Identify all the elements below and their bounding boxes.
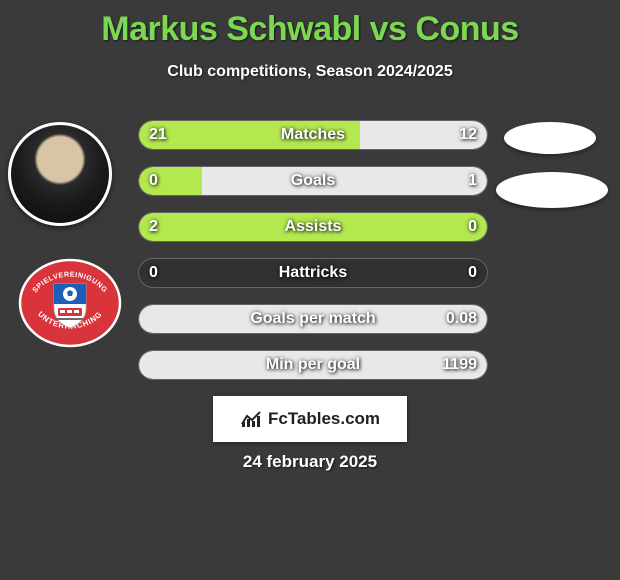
chart-icon	[240, 410, 262, 428]
stat-row-goals-per-match: Goals per match 0.08	[138, 304, 488, 334]
branding-text: FcTables.com	[268, 409, 380, 429]
comparison-date: 24 february 2025	[0, 452, 620, 472]
stat-value-right: 12	[459, 121, 477, 149]
stat-label: Min per goal	[139, 351, 487, 379]
stat-row-assists: 2 Assists 0	[138, 212, 488, 242]
stats-container: 21 Matches 12 0 Goals 1 2 Assists 0 0 Ha…	[138, 120, 488, 396]
stat-label: Hattricks	[139, 259, 487, 287]
stat-value-right: 0	[468, 213, 477, 241]
stat-label: Matches	[139, 121, 487, 149]
stat-label: Assists	[139, 213, 487, 241]
stat-row-matches: 21 Matches 12	[138, 120, 488, 150]
stat-value-right: 1	[468, 167, 477, 195]
stat-label: Goals	[139, 167, 487, 195]
stat-row-min-per-goal: Min per goal 1199	[138, 350, 488, 380]
branding-badge: FcTables.com	[213, 396, 407, 442]
comparison-title: Markus Schwabl vs Conus	[0, 0, 620, 49]
comparison-subtitle: Club competitions, Season 2024/2025	[0, 63, 620, 81]
player2-club-badge	[496, 172, 608, 208]
stat-label: Goals per match	[139, 305, 487, 333]
player1-avatar	[8, 122, 112, 226]
stat-row-goals: 0 Goals 1	[138, 166, 488, 196]
stat-value-right: 1199	[442, 351, 477, 379]
stat-value-right: 0.08	[446, 305, 477, 333]
player1-club-badge: SPIELVEREINIGUNG UNTERHACHING	[18, 258, 122, 348]
stat-value-right: 0	[468, 259, 477, 287]
stat-row-hattricks: 0 Hattricks 0	[138, 258, 488, 288]
player2-avatar	[504, 122, 596, 154]
